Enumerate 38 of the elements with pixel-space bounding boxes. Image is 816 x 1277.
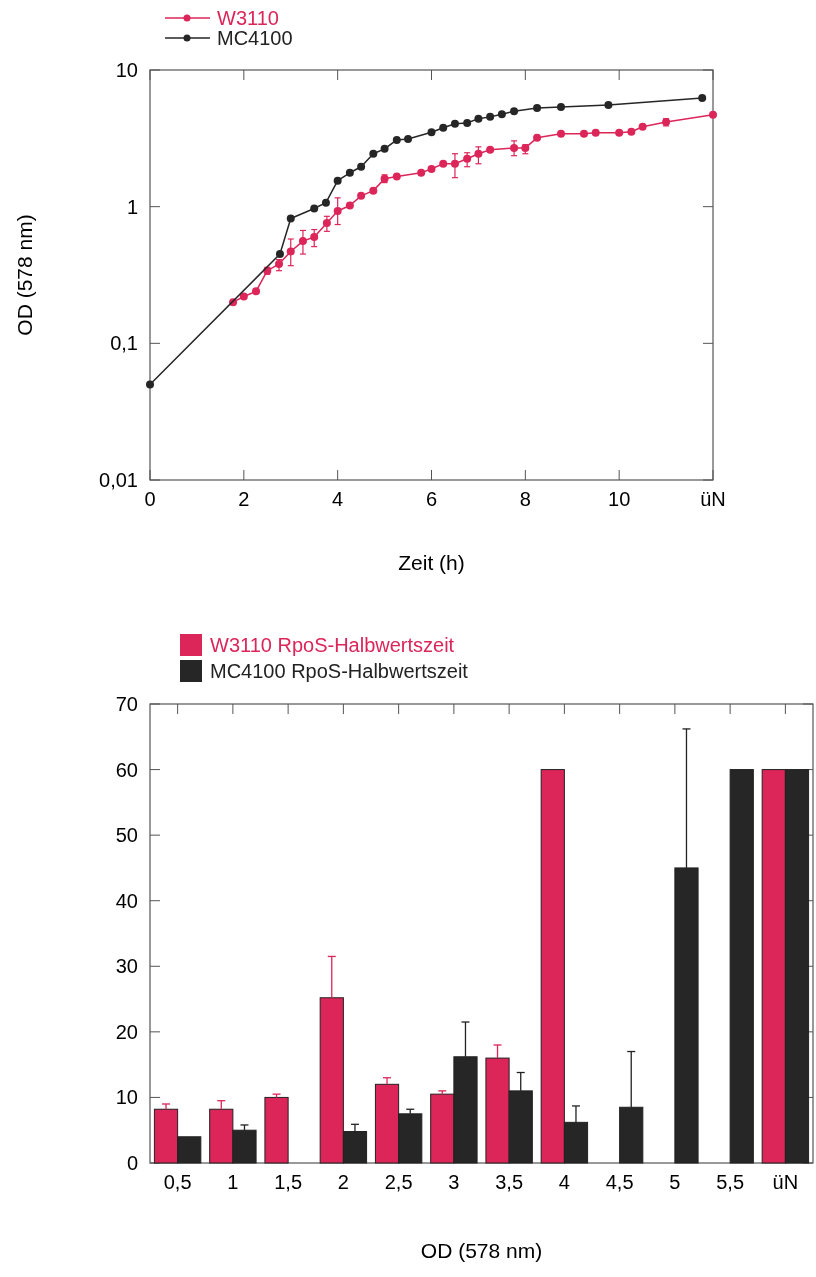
x-tick-label: 10 xyxy=(608,488,631,510)
legend-label: W3110 RpoS-Halbwertszeit xyxy=(210,634,455,656)
x-tick-label: 6 xyxy=(425,488,438,510)
y-tick-label: 0 xyxy=(126,1152,138,1174)
y-tick-label: 40 xyxy=(115,889,138,912)
x-tick-label: 1 xyxy=(227,1171,239,1193)
x-tick-label: 2 xyxy=(337,1171,349,1193)
x-tick-label: 5,5 xyxy=(716,1171,745,1193)
y-tick-label: 30 xyxy=(115,955,138,978)
y-tick-label: 0,01 xyxy=(99,469,138,491)
x-tick-label: 0 xyxy=(144,488,156,510)
x-tick-label: üN xyxy=(772,1171,799,1193)
y-tick-label: 0,1 xyxy=(110,332,138,355)
y-tick-label: 10 xyxy=(115,59,138,81)
x-axis-title: Zeit (h) xyxy=(398,551,465,574)
legend-label: MC4100 RpoS-Halbwertszeit xyxy=(210,660,469,682)
x-tick-label: 4,5 xyxy=(605,1171,634,1193)
x-tick-label: 1,5 xyxy=(274,1171,303,1193)
y-tick-label: 70 xyxy=(115,693,138,715)
y-axis-title: OD (578 nm) xyxy=(13,214,36,336)
x-tick-label: 2 xyxy=(238,488,250,510)
x-tick-label: 2,5 xyxy=(384,1171,413,1193)
y-tick-label: 1 xyxy=(126,195,138,218)
y-tick-label: 50 xyxy=(115,824,138,847)
x-tick-label: 0,5 xyxy=(163,1171,192,1193)
legend-label: W3110 xyxy=(217,7,279,29)
y-tick-label: 60 xyxy=(115,758,138,781)
x-axis-title: OD (578 nm) xyxy=(420,1239,543,1262)
x-tick-label: 4 xyxy=(558,1171,570,1193)
x-tick-label: 3 xyxy=(448,1171,460,1193)
x-tick-label: 3,5 xyxy=(495,1171,524,1193)
y-tick-label: 20 xyxy=(115,1020,138,1043)
legend-label: MC4100 xyxy=(217,27,293,49)
x-tick-label: 4 xyxy=(332,488,344,510)
x-tick-label: 5 xyxy=(669,1171,681,1193)
x-tick-label: 8 xyxy=(519,488,531,510)
x-tick-label: üN xyxy=(700,488,726,510)
y-tick-label: 10 xyxy=(115,1086,138,1109)
